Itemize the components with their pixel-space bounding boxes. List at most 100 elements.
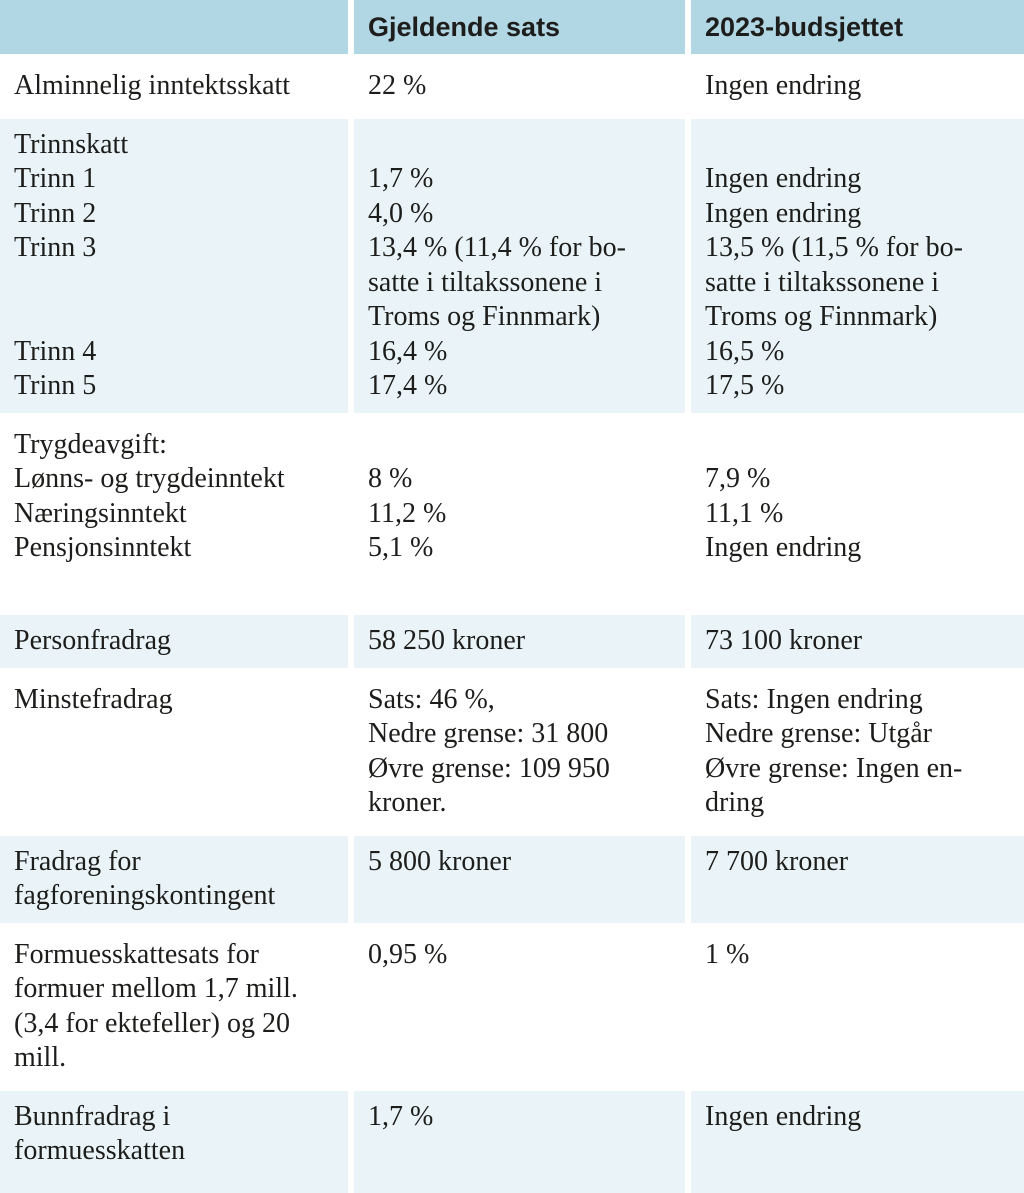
- cell-line: 7,9 %: [705, 463, 771, 494]
- cell-line: Sats: 46 %,: [368, 683, 495, 715]
- row-label-cell: Trinnskatt Trinn 1 Trinn 2 Trinn 3 Trinn 4 Tr…: [0, 118, 348, 413]
- header-label: [14, 9, 334, 45]
- cell-line: 0,95 %: [368, 938, 448, 970]
- cell-line: Sats: Ingen endring: [705, 683, 923, 715]
- cell-line: [368, 428, 671, 463]
- cell-line: Trinn 1: [14, 163, 97, 194]
- cell-line: Øvre grense: 109 950: [368, 752, 610, 784]
- cell-line: [368, 566, 671, 601]
- row-label-cell: Personfradrag: [0, 615, 348, 668]
- value-cell: 5 800 kroner: [354, 835, 685, 923]
- header-cell: 2023-budsjettet: [691, 0, 1024, 54]
- value-cell: Sats: Ingen endring Nedre grense: Utgår Øv…: [691, 673, 1024, 830]
- cell-line: Nedre grense: Utgår: [705, 718, 933, 749]
- cell-line: Formuesskattesats for: [14, 938, 259, 970]
- value-cell: Ingen endring: [691, 1090, 1024, 1193]
- row-label-cell: Formuesskattesats for formuer mellom 1,7 …: [0, 928, 348, 1085]
- cell-line: satte i tiltakssonene i: [705, 266, 940, 298]
- cell-line: Næringsinntekt: [14, 497, 187, 529]
- cell-line: 11,2 %: [368, 497, 447, 529]
- value-cell: Sats: 46 %, Nedre grense: 31 800 Øvre gren…: [354, 673, 685, 830]
- table-row: Formuesskattesats for formuer mellom 1,7 …: [0, 928, 1024, 1085]
- cell-line: [14, 300, 334, 335]
- cell-line: Ingen endring: [705, 1100, 862, 1132]
- table-row: Bunnfradrag i formuesskatten 1,7 % Ingen en…: [0, 1090, 1024, 1193]
- cell-line: 16,4 %: [368, 335, 448, 367]
- value-cell: Ingen endring Ingen endring 13,5 % (11,5 %…: [691, 118, 1024, 413]
- cell-line: Trinn 4: [14, 335, 97, 367]
- cell-line: Troms og Finnmark): [705, 301, 938, 332]
- row-label-cell: Minstefradrag: [0, 673, 348, 830]
- cell-line: [368, 128, 671, 163]
- cell-line: 5,1 %: [368, 532, 434, 563]
- cell-line: Fradrag for: [14, 845, 141, 877]
- value-cell: 73 100 kroner: [691, 615, 1024, 668]
- cell-line: Personfradrag: [14, 625, 172, 656]
- cell-line: 13,5 % (11,5 % for bo-: [705, 232, 963, 263]
- cell-line: [14, 266, 334, 301]
- table-row: Personfradrag 58 250 kroner 73 100 kroner: [0, 615, 1024, 668]
- header-label: 2023-budsjettet: [705, 12, 904, 42]
- cell-line: Bunnfradrag i: [14, 1100, 171, 1132]
- cell-line: 16,5 %: [705, 335, 785, 367]
- cell-line: 58 250 kroner: [368, 625, 526, 656]
- cell-line: Ingen endring: [705, 70, 862, 101]
- cell-line: Trinn 3: [14, 232, 97, 263]
- cell-line: kroner.: [368, 787, 447, 818]
- value-cell: 1,7 %: [354, 1090, 685, 1193]
- table-row: Minstefradrag Sats: 46 %, Nedre grense: 31…: [0, 673, 1024, 830]
- value-cell: 8 % 11,2 % 5,1 %: [354, 418, 685, 609]
- header-label: Gjeldende sats: [368, 12, 561, 42]
- cell-line: Alminnelig inntektsskatt: [14, 70, 291, 101]
- cell-line: fagforeningskontingent: [14, 880, 276, 911]
- cell-line: Ingen endring: [705, 197, 862, 229]
- cell-line: 73 100 kroner: [705, 625, 863, 656]
- value-cell: 7,9 % 11,1 % Ingen endring: [691, 418, 1024, 609]
- cell-line: 17,4 %: [368, 370, 448, 401]
- cell-line: (3,4 for ektefeller) og 20: [14, 1007, 290, 1039]
- cell-line: Lønns- og trygdeinntekt: [14, 463, 285, 494]
- cell-line: 8 %: [368, 463, 413, 494]
- cell-line: Troms og Finnmark): [368, 301, 601, 332]
- table-row: Fradrag for fagforeningskontingent 5 800 k…: [0, 835, 1024, 923]
- cell-line: [705, 128, 1010, 163]
- header-row: Gjeldende sats 2023-budsjettet: [0, 0, 1024, 54]
- row-label-cell: Alminnelig inntektsskatt: [0, 60, 348, 113]
- cell-line: [14, 566, 334, 601]
- cell-line: mill.: [14, 1042, 67, 1073]
- cell-line: satte i tiltakssonene i: [368, 266, 603, 298]
- cell-line: [705, 428, 1010, 463]
- value-cell: Ingen endring: [691, 60, 1024, 113]
- row-label-cell: Fradrag for fagforeningskontingent: [0, 835, 348, 923]
- cell-line: Trinn 2: [14, 197, 97, 229]
- cell-line: 11,1 %: [705, 497, 784, 529]
- cell-line: Ingen endring: [705, 163, 862, 194]
- cell-line: 7 700 kroner: [705, 845, 849, 877]
- cell-line: 13,4 % (11,4 % for bo-: [368, 232, 626, 263]
- cell-line: Trinn 5: [14, 370, 97, 401]
- header-cell: Gjeldende sats: [354, 0, 685, 54]
- cell-line: Minstefradrag: [14, 683, 173, 715]
- cell-line: dring: [705, 787, 765, 818]
- value-cell: 22 %: [354, 60, 685, 113]
- cell-line: formuesskatten: [14, 1135, 186, 1166]
- header-cell-empty: [0, 0, 348, 54]
- cell-line: Trygdeavgift:: [14, 428, 167, 460]
- cell-line: Pensjonsinntekt: [14, 532, 192, 563]
- cell-line: 5 800 kroner: [368, 845, 512, 877]
- value-cell: 1 %: [691, 928, 1024, 1085]
- cell-line: Ingen endring: [705, 532, 862, 563]
- cell-line: Øvre grense: Ingen en-: [705, 752, 963, 784]
- row-label-cell: Bunnfradrag i formuesskatten: [0, 1090, 348, 1193]
- cell-line: 17,5 %: [705, 370, 785, 401]
- cell-line: 22 %: [368, 70, 427, 101]
- cell-line: 1 %: [705, 938, 750, 970]
- value-cell: 58 250 kroner: [354, 615, 685, 668]
- cell-line: formuer mellom 1,7 mill.: [14, 973, 298, 1004]
- table-row: Alminnelig inntektsskatt 22 % Ingen endrin…: [0, 60, 1024, 113]
- cell-line: 1,7 %: [368, 163, 434, 194]
- cell-line: 1,7 %: [368, 1100, 434, 1132]
- cell-line: 4,0 %: [368, 197, 434, 229]
- table-row: Trinnskatt Trinn 1 Trinn 2 Trinn 3 Trinn 4 Tr…: [0, 118, 1024, 413]
